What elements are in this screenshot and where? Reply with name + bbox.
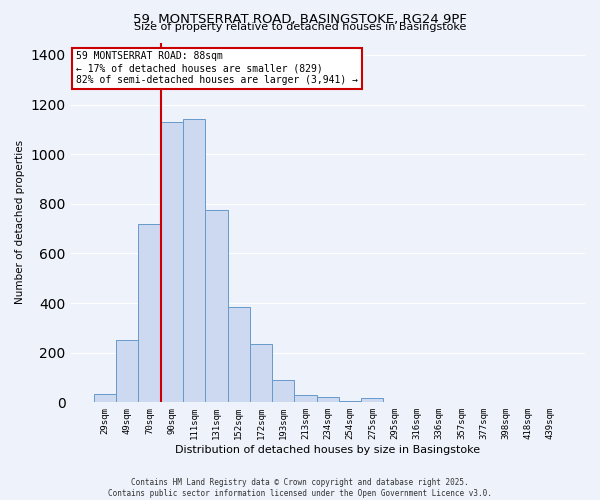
Bar [227, 307, 250, 402]
Text: 59 MONTSERRAT ROAD: 88sqm
← 17% of detached houses are smaller (829)
82% of semi: 59 MONTSERRAT ROAD: 88sqm ← 17% of detac… [76, 52, 358, 84]
Bar [361, 398, 383, 402]
Text: 59, MONTSERRAT ROAD, BASINGSTOKE, RG24 9PF: 59, MONTSERRAT ROAD, BASINGSTOKE, RG24 9… [133, 12, 467, 26]
Text: Size of property relative to detached houses in Basingstoke: Size of property relative to detached ho… [134, 22, 466, 32]
Bar [205, 210, 227, 402]
Bar [272, 380, 295, 402]
Bar [94, 394, 116, 402]
Text: Contains HM Land Registry data © Crown copyright and database right 2025.
Contai: Contains HM Land Registry data © Crown c… [108, 478, 492, 498]
Bar [250, 344, 272, 403]
Bar [139, 224, 161, 402]
Bar [116, 340, 139, 402]
X-axis label: Distribution of detached houses by size in Basingstoke: Distribution of detached houses by size … [175, 445, 481, 455]
Bar [317, 398, 339, 402]
Y-axis label: Number of detached properties: Number of detached properties [15, 140, 25, 304]
Bar [161, 122, 183, 402]
Bar [339, 401, 361, 402]
Bar [295, 395, 317, 402]
Bar [183, 120, 205, 403]
